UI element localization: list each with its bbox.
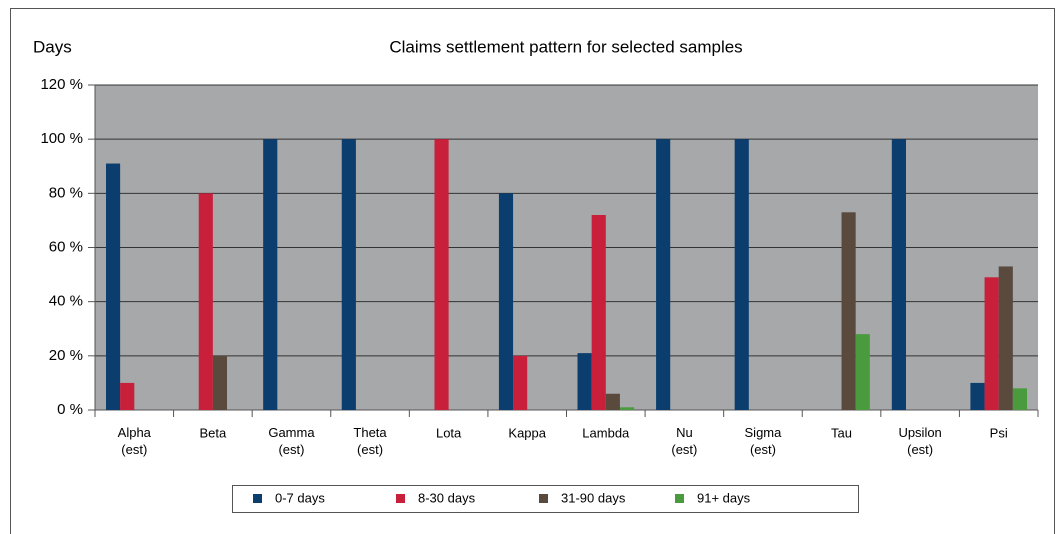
- x-tick-label: Theta (est): [353, 425, 387, 457]
- x-tick-label: Nu (est): [671, 425, 697, 457]
- bar: [434, 139, 449, 410]
- x-tick-label: Kappa: [508, 425, 546, 440]
- legend-label: 91+ days: [697, 490, 751, 505]
- x-tick-label: Upsilon (est): [898, 425, 941, 457]
- bar: [998, 266, 1013, 410]
- bar: [734, 139, 749, 410]
- legend-swatch: [396, 494, 405, 503]
- x-tick-label: Lambda: [582, 425, 630, 440]
- y-tick-label: 60 %: [49, 238, 83, 255]
- bar: [619, 407, 635, 410]
- chart-title: Claims settlement pattern for selected s…: [389, 37, 742, 56]
- legend-swatch: [253, 494, 262, 503]
- bar: [855, 334, 870, 410]
- y-tick-label: 120 %: [40, 76, 83, 93]
- bar: [656, 139, 671, 410]
- legend-swatch: [675, 494, 684, 503]
- legend-swatch: [539, 494, 548, 503]
- y-tick-label: 100 %: [40, 130, 83, 147]
- bar: [120, 382, 135, 410]
- bar: [841, 212, 856, 410]
- legend-label: 31-90 days: [561, 490, 626, 505]
- bar: [970, 382, 985, 410]
- bar: [984, 277, 999, 410]
- y-tick-label: 0 %: [57, 401, 83, 418]
- bar: [106, 163, 121, 410]
- bar: [577, 353, 592, 410]
- bar: [198, 193, 213, 410]
- x-tick-label: Psi: [990, 425, 1008, 440]
- bar: [498, 193, 514, 410]
- x-tick-label: Alpha (est): [118, 425, 152, 457]
- x-tick-label: Lota: [436, 425, 462, 440]
- x-tick-label: Sigma (est): [745, 425, 783, 457]
- legend-label: 8-30 days: [418, 490, 476, 505]
- bar: [513, 355, 528, 410]
- bar: [263, 139, 278, 410]
- bar: [605, 393, 620, 410]
- bar: [591, 215, 606, 410]
- bar: [891, 139, 906, 410]
- legend-label: 0-7 days: [275, 490, 325, 505]
- bar: [212, 355, 228, 410]
- x-tick-label: Gamma (est): [268, 425, 315, 457]
- bar: [341, 139, 356, 410]
- y-tick-label: 40 %: [49, 293, 83, 310]
- bar: [1012, 388, 1027, 410]
- y-axis-label: Days: [33, 37, 72, 56]
- x-tick-label: Beta: [200, 425, 228, 440]
- x-tick-label: Tau: [831, 425, 852, 440]
- frame: [10, 8, 1055, 534]
- y-tick-label: 80 %: [49, 184, 83, 201]
- y-tick-label: 20 %: [49, 347, 83, 364]
